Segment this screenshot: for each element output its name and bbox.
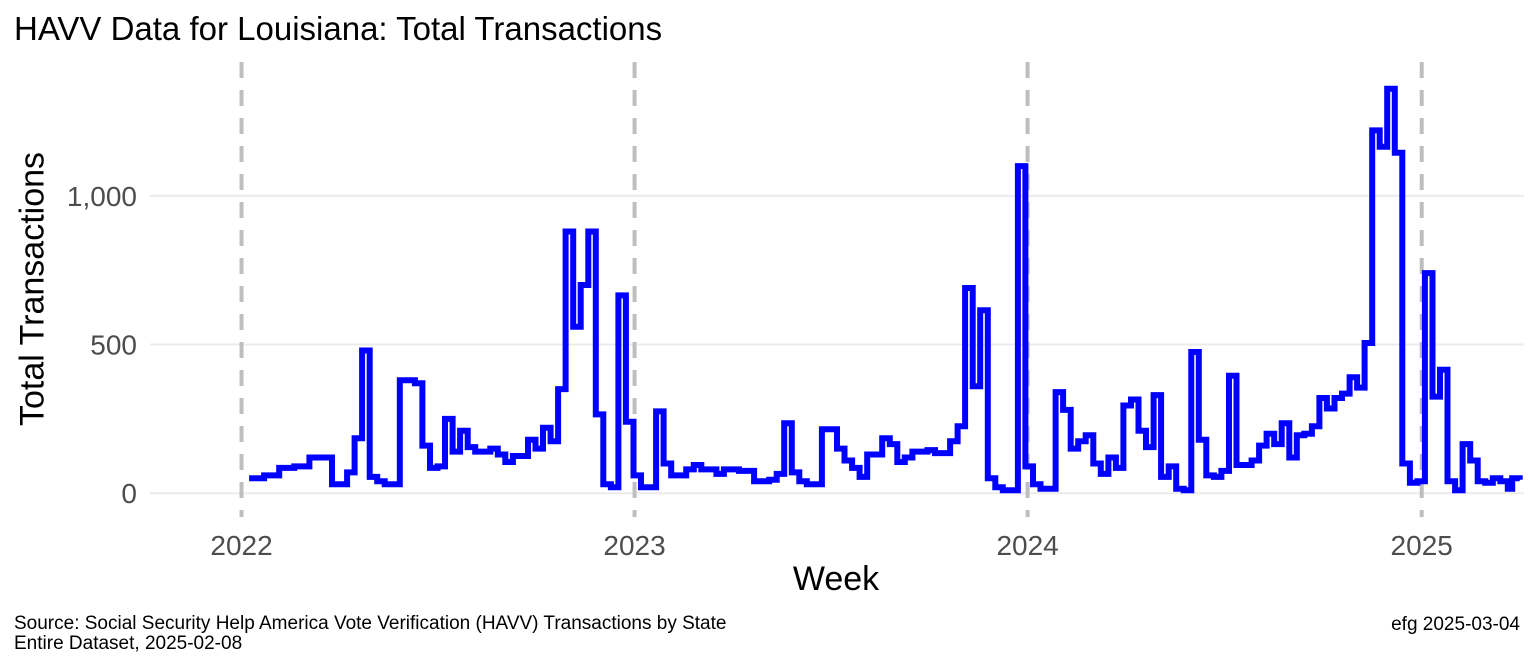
x-axis-label: Week — [792, 560, 880, 598]
x-tick-label: 2024 — [996, 530, 1058, 561]
x-tick-label: 2023 — [603, 530, 665, 561]
y-tick-label: 0 — [121, 478, 137, 509]
author-date-caption: efg 2025-03-04 — [1391, 614, 1520, 635]
series-group — [249, 85, 1523, 494]
y-tick-labels: 0 500 1,000 — [67, 181, 137, 509]
x-tick-label: 2022 — [210, 530, 272, 561]
chart-title: HAVV Data for Louisiana: Total Transacti… — [14, 10, 663, 47]
y-tick-label: 500 — [90, 330, 137, 361]
series-line — [249, 85, 1523, 494]
x-tick-labels: 2022 2023 2024 2025 — [210, 530, 1452, 561]
x-tick-label: 2025 — [1391, 530, 1453, 561]
y-tick-label: 1,000 — [67, 181, 137, 212]
year-reference-lines — [239, 62, 1424, 517]
gridlines — [150, 194, 1524, 495]
source-line-1: Source: Social Security Help America Vot… — [14, 613, 727, 634]
y-axis-label: Total Transactions — [13, 151, 52, 427]
source-line-2: Entire Dataset, 2025-02-08 — [14, 633, 243, 654]
source-caption: Source: Social Security Help America Vot… — [14, 614, 726, 654]
